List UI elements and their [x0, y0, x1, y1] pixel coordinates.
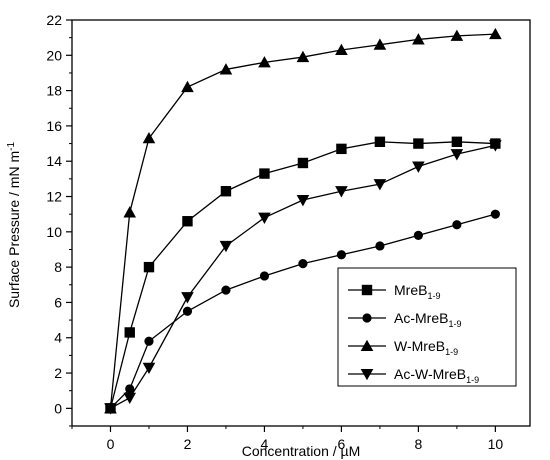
data-point-square: [124, 327, 135, 338]
y-tick-label: 10: [46, 224, 62, 240]
data-point-triangle-down: [219, 240, 233, 253]
y-tick-label: 4: [54, 330, 62, 346]
y-tick-label: 22: [46, 12, 62, 28]
data-point-triangle-down: [335, 186, 348, 198]
data-point-triangle-up: [258, 56, 271, 68]
data-point-triangle-up: [181, 80, 194, 93]
x-tick-label: 2: [184, 436, 192, 452]
data-point-triangle-up: [489, 27, 502, 40]
data-point-square: [220, 186, 232, 197]
y-tick-label: 2: [54, 365, 62, 381]
data-point-triangle-up: [219, 63, 233, 75]
y-tick-label: 6: [54, 294, 62, 310]
y-axis-title: Surface Pressure / mN m-1: [6, 142, 22, 308]
data-point-triangle-down: [296, 195, 310, 207]
data-point-triangle-up: [373, 38, 387, 50]
legend-label-main: Ac-MreB: [394, 310, 448, 326]
data-point-square: [143, 261, 155, 273]
data-point-square: [182, 216, 193, 227]
y-tick-label: 20: [46, 47, 62, 63]
series-triangle-up: [104, 27, 502, 414]
data-point-circle: [490, 209, 500, 219]
data-point-triangle-up: [450, 29, 464, 41]
data-point-circle: [221, 285, 231, 295]
y-tick-label: 8: [54, 259, 62, 275]
x-axis-title: Concentration / µM: [242, 443, 361, 459]
y-axis-title-sup: -1: [6, 142, 17, 151]
legend-marker-square: [361, 284, 373, 296]
data-point-triangle-up: [335, 43, 348, 56]
data-point-triangle-up: [412, 33, 425, 45]
legend-label-main: W-MreB: [394, 338, 445, 354]
series-line: [109, 33, 496, 409]
y-tick-label: 16: [46, 118, 62, 134]
legend-marker-circle: [362, 313, 372, 323]
legend-marker-triangle-up: [360, 339, 374, 352]
data-point-square: [336, 143, 347, 155]
data-point-triangle-down: [450, 149, 464, 161]
y-axis-title-main: Surface Pressure / mN m: [6, 151, 22, 308]
x-tick-label: 0: [107, 436, 115, 452]
legend-label-main: MreB: [394, 282, 427, 298]
legend-label: MreB1-9: [394, 282, 440, 301]
data-point-triangle-down: [373, 179, 387, 191]
y-tick-label: 18: [46, 83, 62, 99]
series-line: [110, 144, 496, 409]
data-point-triangle-down: [123, 392, 137, 405]
series-line: [110, 213, 496, 409]
data-point-circle: [336, 250, 347, 260]
legend-label: W-MreB1-9: [394, 338, 458, 357]
x-tick-label: 8: [414, 436, 422, 452]
x-tick-label: 4: [261, 436, 269, 452]
legend-label: Ac-W-MreB1-9: [394, 366, 479, 385]
data-point-circle: [413, 230, 423, 240]
data-point-triangle-down: [142, 362, 156, 375]
data-point-square: [413, 138, 424, 149]
data-point-triangle-down: [489, 140, 502, 152]
series-triangle-down: [104, 140, 502, 415]
data-point-triangle-down: [412, 161, 425, 173]
data-point-circle: [298, 259, 308, 269]
data-point-circle: [125, 384, 135, 394]
data-point-triangle-down: [104, 403, 117, 415]
data-point-triangle-up: [123, 206, 137, 218]
legend-label: Ac-MreB1-9: [394, 310, 461, 329]
legend-label-sub: 1-9: [427, 291, 440, 301]
data-point-circle: [452, 220, 462, 230]
data-point-circle: [259, 271, 270, 281]
data-point-triangle-up: [142, 131, 156, 144]
legend-label-sub: 1-9: [448, 319, 461, 329]
y-tick-label: 0: [54, 400, 62, 416]
y-tick-label: 12: [46, 189, 62, 205]
data-point-triangle-down: [181, 292, 194, 304]
legend-label-main: Ac-W-MreB: [394, 366, 466, 382]
data-point-circle: [182, 306, 193, 316]
legend: MreB1-9Ac-MreB1-9W-MreB1-9Ac-W-MreB1-9: [337, 267, 517, 387]
x-tick-label: 6: [338, 436, 346, 452]
data-point-circle: [144, 336, 154, 346]
legend-label-sub: 1-9: [445, 347, 458, 357]
series-line: [109, 141, 496, 409]
x-tick-label: 10: [488, 436, 504, 452]
data-point-triangle-up: [296, 50, 310, 63]
data-point-square: [297, 157, 309, 169]
data-point-square: [259, 168, 270, 179]
data-point-circle: [375, 241, 385, 251]
data-point-square: [374, 136, 386, 147]
legend-label-sub: 1-9: [466, 375, 479, 385]
y-tick-label: 14: [46, 153, 62, 169]
plot-frame: [71, 19, 531, 427]
data-point-triangle-down: [258, 212, 271, 225]
legend-marker-triangle-down: [360, 368, 374, 381]
data-point-square: [451, 136, 463, 147]
